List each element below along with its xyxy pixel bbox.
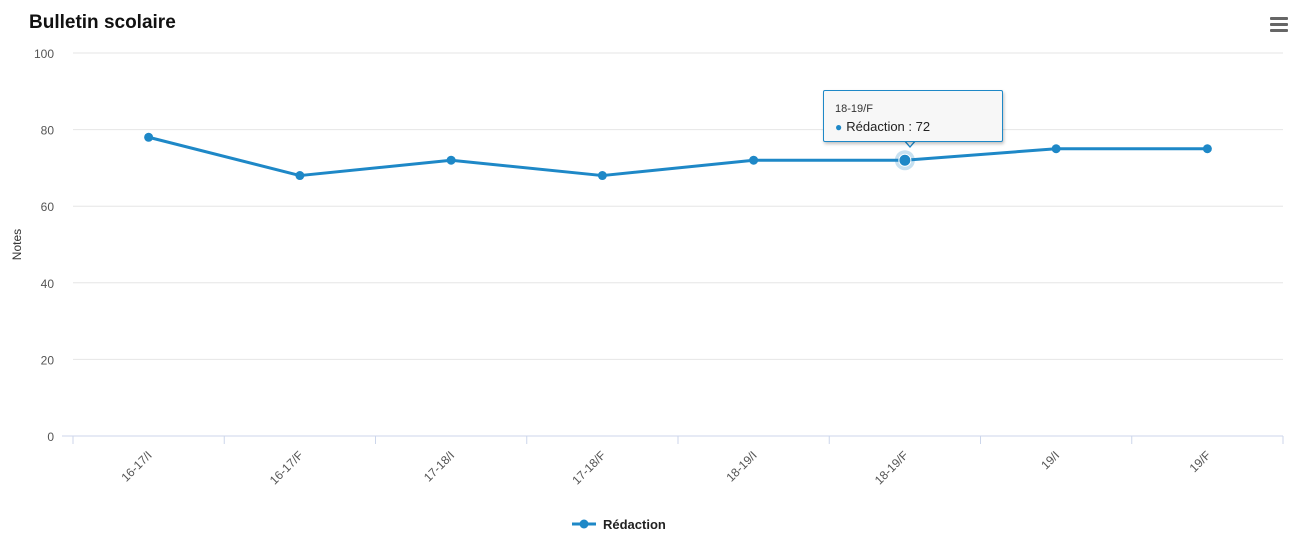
data-point — [446, 155, 456, 165]
x-tick-label: 16-17/F — [267, 448, 306, 487]
tooltip-value-line: ● Rédaction : 72 — [835, 119, 930, 134]
x-tick-label: 18-19/I — [723, 448, 759, 484]
data-point-hover — [898, 153, 912, 167]
x-tick-label: 17-18/F — [569, 448, 608, 487]
data-point — [1051, 144, 1061, 154]
y-tick-label: 60 — [41, 200, 55, 214]
y-tick-label: 0 — [47, 430, 54, 444]
y-tick-label: 20 — [41, 353, 55, 367]
tooltip-value: Rédaction : 72 — [846, 119, 931, 134]
x-tick-label: 18-19/F — [872, 448, 911, 487]
series-line — [148, 135, 1208, 178]
tooltip-category: 18-19/F — [835, 103, 873, 115]
data-point — [749, 155, 759, 165]
x-tick-label: 19/I — [1038, 448, 1062, 472]
legend-marker — [579, 519, 589, 529]
hamburger-menu-icon[interactable] — [1270, 17, 1288, 33]
y-axis-title: Notes — [10, 229, 24, 260]
x-tick-label: 17-18/I — [421, 448, 457, 484]
chart-title: Bulletin scolaire — [29, 12, 176, 33]
data-point — [144, 132, 154, 142]
tooltip-arrow-fill — [904, 139, 916, 146]
x-tick-label: 16-17/I — [118, 448, 154, 484]
x-tick-label: 19/F — [1187, 448, 1214, 475]
data-point — [597, 171, 607, 181]
y-tick-label: 40 — [41, 277, 55, 291]
legend-label: Rédaction — [603, 517, 666, 532]
y-tick-label: 80 — [41, 124, 55, 138]
y-tick-label: 100 — [34, 47, 54, 61]
data-point — [295, 171, 305, 181]
tooltip: 18-19/F ● Rédaction : 72 — [823, 90, 1003, 142]
data-point — [1202, 144, 1212, 154]
tooltip-dot-icon: ● — [835, 120, 843, 134]
